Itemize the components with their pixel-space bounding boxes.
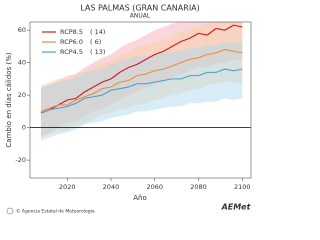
- logo: AEMet: [221, 203, 252, 212]
- legend-label: RCP4.5: [60, 48, 83, 56]
- legend-count: ( 14): [90, 28, 105, 36]
- chart-subtitle: ANUAL: [130, 13, 151, 20]
- y-tick-label: 0: [22, 124, 26, 132]
- x-tick-label: 2100: [234, 183, 251, 191]
- band: [40, 22, 243, 138]
- source: © Agencia Estatal de Meteorología: [16, 208, 95, 215]
- series-line: [40, 24, 243, 114]
- chart-title: LAS PALMAS (GRAN CANARIA): [80, 4, 200, 13]
- source-icon: [6, 207, 14, 215]
- y-tick-label: -20: [15, 156, 26, 164]
- plot-frame: [29, 21, 252, 179]
- band: [40, 41, 243, 141]
- series-line: [40, 68, 243, 114]
- series-line: [40, 49, 243, 112]
- y-tick-label: 20: [18, 91, 26, 99]
- legend-label: RCP8.5: [60, 28, 83, 36]
- legend-count: ( 13): [90, 48, 105, 56]
- x-axis-label: Año: [133, 194, 147, 202]
- y-tick-label: 60: [18, 26, 26, 34]
- x-tick-label: 2080: [190, 183, 207, 191]
- chart: LAS PALMAS (GRAN CANARIA) ANUAL Cambio e…: [5, 4, 252, 215]
- band: [40, 22, 243, 136]
- y-tick-label: 40: [18, 59, 26, 67]
- x-tick-label: 2060: [146, 183, 163, 191]
- x-tick-label: 2040: [103, 183, 120, 191]
- x-tick-label: 2020: [59, 183, 76, 191]
- legend-label: RCP6.0: [60, 38, 83, 46]
- y-axis-label: Cambio en días cálidos (%): [5, 52, 13, 147]
- legend-count: ( 6): [90, 38, 101, 46]
